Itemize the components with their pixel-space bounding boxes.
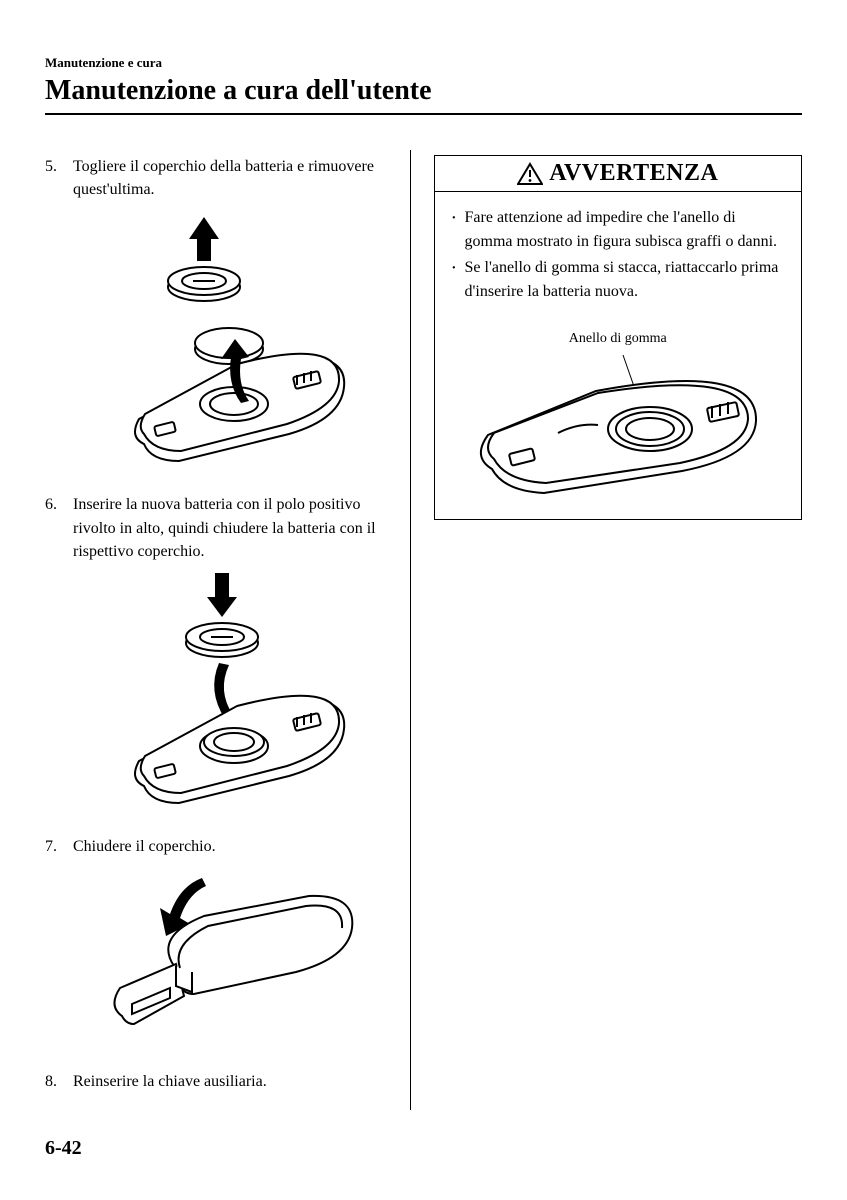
figure-step-5 — [45, 209, 404, 469]
figure-step-6 — [45, 571, 404, 811]
remote-rubber-ring-icon — [458, 353, 778, 503]
warning-bullet: Fare attenzione ad impedire che l'anello… — [451, 206, 785, 254]
step-text: Togliere il coperchio della batteria e r… — [73, 155, 404, 201]
warning-body: Fare attenzione ad impedire che l'anello… — [435, 192, 801, 519]
step-7: 7. Chiudere il coperchio. — [45, 835, 404, 858]
page-number: 6-42 — [45, 1137, 82, 1160]
step-number: 7. — [45, 835, 73, 858]
warning-bullet: Se l'anello di gomma si stacca, riattacc… — [451, 256, 785, 304]
figure-rubber-ring — [451, 353, 785, 503]
column-divider — [410, 150, 411, 1110]
page-header: Manutenzione e cura Manutenzione a cura … — [45, 55, 802, 115]
annotation-label: Anello di gomma — [451, 328, 785, 349]
step-text: Chiudere il coperchio. — [73, 835, 404, 858]
remote-close-cover-icon — [84, 866, 364, 1046]
step-8: 8. Reinserire la chiave ausiliaria. — [45, 1070, 404, 1093]
warning-triangle-icon — [517, 162, 543, 186]
warning-box: AVVERTENZA Fare attenzione ad impedire c… — [434, 155, 802, 520]
content-columns: 5. Togliere il coperchio della batteria … — [45, 155, 802, 1101]
page-title: Manutenzione a cura dell'utente — [45, 75, 802, 115]
step-number: 8. — [45, 1070, 73, 1093]
remote-remove-battery-icon — [89, 209, 359, 469]
step-number: 5. — [45, 155, 73, 201]
step-text: Reinserire la chiave ausiliaria. — [73, 1070, 404, 1093]
remote-insert-battery-icon — [89, 571, 359, 811]
step-6: 6. Inserire la nuova batteria con il pol… — [45, 493, 404, 563]
figure-step-7 — [45, 866, 404, 1046]
warning-header: AVVERTENZA — [435, 156, 801, 192]
left-column: 5. Togliere il coperchio della batteria … — [45, 155, 404, 1101]
step-number: 6. — [45, 493, 73, 563]
step-5: 5. Togliere il coperchio della batteria … — [45, 155, 404, 201]
right-column: AVVERTENZA Fare attenzione ad impedire c… — [434, 155, 802, 1101]
step-text: Inserire la nuova batteria con il polo p… — [73, 493, 404, 563]
section-label: Manutenzione e cura — [45, 55, 802, 71]
warning-title: AVVERTENZA — [549, 160, 718, 187]
